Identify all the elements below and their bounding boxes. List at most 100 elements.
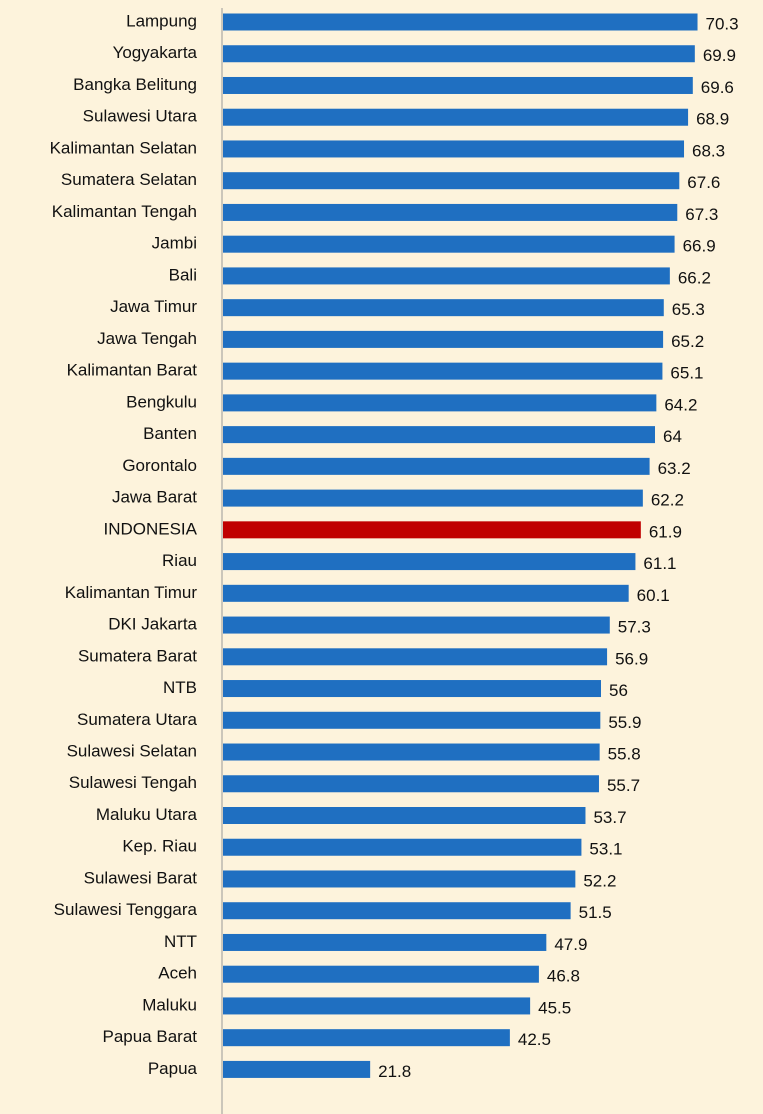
value-label: 65.2	[671, 332, 704, 351]
value-label: 42.5	[518, 1030, 551, 1049]
bar	[223, 902, 571, 920]
bar	[223, 76, 693, 94]
bar	[223, 426, 655, 444]
value-label: 62.2	[651, 491, 684, 510]
category-label: Jawa Tengah	[97, 329, 197, 348]
bar	[223, 203, 678, 221]
bar	[223, 235, 675, 253]
category-label: Banten	[143, 424, 197, 443]
category-label: DKI Jakarta	[108, 615, 197, 634]
value-label: 69.6	[701, 78, 734, 97]
category-label: Bangka Belitung	[73, 75, 197, 94]
value-label: 66.9	[683, 237, 716, 256]
value-label: 67.3	[685, 205, 718, 224]
category-label: Maluku Utara	[96, 805, 198, 824]
bar	[223, 394, 657, 412]
bar	[223, 616, 610, 634]
value-label: 45.5	[538, 998, 571, 1017]
bar	[223, 362, 663, 380]
category-label: Sumatera Barat	[78, 646, 197, 665]
category-label: Bengkulu	[126, 392, 197, 411]
value-label: 64.2	[664, 395, 697, 414]
value-label: 53.1	[589, 840, 622, 859]
bar	[223, 775, 599, 793]
bar	[223, 933, 547, 951]
category-label: Kalimantan Tengah	[52, 202, 197, 221]
bar	[223, 965, 539, 983]
bar	[223, 553, 636, 571]
value-label: 53.7	[593, 808, 626, 827]
category-label: Sulawesi Tengah	[69, 773, 197, 792]
bar	[223, 711, 601, 729]
bar	[223, 108, 689, 126]
value-label: 65.3	[672, 300, 705, 319]
bar	[223, 1060, 371, 1078]
category-label: Jawa Timur	[110, 297, 197, 316]
value-label: 63.2	[658, 459, 691, 478]
category-label: INDONESIA	[103, 519, 197, 538]
bar	[223, 743, 600, 761]
value-label: 61.9	[649, 522, 682, 541]
category-label: Papua Barat	[102, 1027, 197, 1046]
bar	[223, 648, 608, 666]
value-label: 56.9	[615, 649, 648, 668]
bar	[223, 140, 685, 158]
bar	[223, 267, 670, 285]
category-label: NTT	[164, 932, 197, 951]
category-label: Lampung	[126, 11, 197, 30]
category-label: Jambi	[152, 234, 197, 253]
bar	[223, 1029, 510, 1047]
bar	[223, 489, 643, 507]
category-label: Sulawesi Selatan	[67, 742, 197, 761]
bar	[223, 172, 680, 190]
category-label: Sulawesi Utara	[83, 107, 198, 126]
value-label: 68.9	[696, 110, 729, 129]
value-label: 66.2	[678, 268, 711, 287]
value-label: 69.9	[703, 46, 736, 65]
value-label: 55.7	[607, 776, 640, 795]
category-label: Riau	[162, 551, 197, 570]
bar	[223, 807, 586, 824]
bar	[223, 838, 582, 856]
value-label: 61.1	[643, 554, 676, 573]
value-label: 57.3	[618, 618, 651, 637]
bar	[223, 330, 664, 348]
category-label: Jawa Barat	[112, 488, 197, 507]
bar	[223, 584, 629, 602]
category-label: Sumatera Selatan	[61, 170, 197, 189]
value-label: 52.2	[583, 871, 616, 890]
value-label: 21.8	[378, 1062, 411, 1081]
category-label: Kalimantan Barat	[67, 361, 198, 380]
bar	[223, 997, 531, 1015]
value-label: 67.6	[687, 173, 720, 192]
category-label: Papua	[148, 1059, 198, 1078]
bar	[223, 680, 601, 698]
value-label: 60.1	[637, 586, 670, 605]
bar	[223, 45, 695, 63]
bar	[223, 521, 641, 539]
value-label: 47.9	[554, 935, 587, 954]
category-label: Kep. Riau	[122, 837, 197, 856]
category-label: Maluku	[142, 995, 197, 1014]
bar	[223, 299, 664, 317]
value-label: 65.1	[670, 364, 703, 383]
category-label: NTB	[163, 678, 197, 697]
category-label: Sulawesi Tenggara	[54, 900, 198, 919]
category-label: Sulawesi Barat	[84, 868, 198, 887]
value-label: 46.8	[547, 967, 580, 986]
category-label: Aceh	[158, 964, 197, 983]
category-label: Kalimantan Selatan	[50, 138, 197, 157]
value-label: 64	[663, 427, 682, 446]
category-label: Yogyakarta	[113, 43, 198, 62]
value-label: 56	[609, 681, 628, 700]
category-label: Kalimantan Timur	[65, 583, 198, 602]
category-label: Bali	[169, 265, 197, 284]
bar	[223, 870, 576, 888]
category-label: Gorontalo	[122, 456, 197, 475]
bar	[223, 457, 650, 475]
value-label: 70.3	[706, 14, 739, 33]
value-label: 55.9	[608, 713, 641, 732]
bar	[223, 13, 698, 31]
value-label: 55.8	[608, 745, 641, 764]
